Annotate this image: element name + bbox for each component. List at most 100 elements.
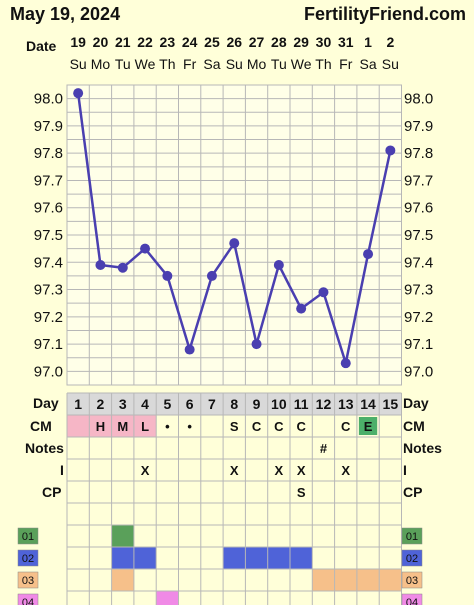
- custom-row-swatch: [17, 527, 39, 545]
- temperature-series: [73, 88, 396, 369]
- cervical-position-mark: S: [297, 485, 306, 500]
- temperature-point[interactable]: [385, 145, 396, 156]
- y-tick-label: 97.0: [34, 363, 63, 380]
- intercourse-mark: X: [297, 463, 306, 478]
- temperature-point[interactable]: [251, 339, 262, 350]
- cycle-day-number: 9: [253, 396, 261, 412]
- period-cell: [111, 415, 134, 437]
- custom-row-fill: [356, 569, 380, 591]
- weekday-label: Tu: [115, 56, 131, 72]
- y-tick-label: 97.7: [34, 172, 63, 189]
- note-mark: #: [320, 441, 328, 456]
- y-tick-label: 97.4: [404, 254, 433, 271]
- cp-label-right: CP: [403, 484, 422, 500]
- y-tick-label: 97.5: [404, 227, 433, 244]
- custom-row-fill: [312, 569, 335, 591]
- cycle-day-number: 8: [230, 396, 238, 412]
- y-tick-label: 97.7: [404, 172, 433, 189]
- weekday-label: Th: [159, 56, 175, 72]
- temperature-point[interactable]: [318, 287, 329, 298]
- cycle-day-number: 5: [163, 396, 171, 412]
- temperature-point[interactable]: [273, 260, 284, 270]
- date-number: 29: [293, 34, 309, 50]
- y-axis-right: 98.0 97.9 97.8 97.7 97.6 97.5 97.4 97.3 97.2 97.1…: [404, 91, 433, 381]
- weekday-label: Mo: [247, 56, 267, 72]
- weekday-label: Mo: [91, 56, 111, 72]
- cycle-day-number: 4: [141, 396, 149, 412]
- custom-row-label: 02: [406, 553, 418, 565]
- notes-label-right: Notes: [403, 440, 442, 456]
- y-tick-label: 97.2: [404, 309, 433, 326]
- observation-table: 1 2 3 4 5 6 7 8 9 10 11 12 13 14 15H M L • • S C C C C E#X X X X XS0…: [17, 392, 423, 605]
- custom-row-label: 01: [406, 531, 418, 543]
- date-number: 24: [182, 34, 198, 50]
- custom-row-swatch: [17, 593, 39, 605]
- temperature-point[interactable]: [184, 344, 195, 355]
- intercourse-label-left: I: [60, 462, 64, 478]
- temperature-point[interactable]: [117, 262, 128, 273]
- cycle-day-number: 2: [97, 396, 105, 412]
- cm-label-left: CM: [30, 418, 52, 434]
- weekday-label: Sa: [203, 56, 220, 72]
- cervical-mucus-mark: C: [274, 419, 284, 434]
- custom-row-swatch: [401, 549, 423, 567]
- y-tick-label: 97.1: [34, 336, 63, 353]
- temperature-point[interactable]: [140, 243, 151, 254]
- temperature-point[interactable]: [162, 270, 173, 281]
- custom-row-swatch: [401, 571, 423, 589]
- cycle-day-number: 1: [74, 396, 82, 412]
- date-number: 20: [93, 34, 109, 50]
- temperature-point[interactable]: [206, 270, 217, 281]
- weekday-label: Fr: [339, 56, 353, 72]
- weekday-label: We: [291, 56, 312, 72]
- y-tick-label: 97.3: [404, 282, 433, 299]
- custom-row-label: 02: [22, 553, 34, 565]
- y-tick-label: 97.8: [34, 145, 63, 162]
- temperature-point[interactable]: [229, 238, 240, 249]
- weekday-label: Fr: [183, 56, 197, 72]
- weekday-label: Th: [315, 56, 331, 72]
- temperature-point[interactable]: [73, 88, 84, 99]
- y-tick-label: 98.0: [34, 91, 63, 108]
- cycle-day-number: 12: [316, 396, 332, 412]
- custom-row-fill: [111, 547, 134, 569]
- temperature-point[interactable]: [296, 303, 307, 314]
- custom-row-label: 01: [22, 531, 34, 543]
- intercourse-mark: X: [230, 463, 239, 478]
- date-number: 30: [316, 34, 332, 50]
- y-tick-label: 97.1: [404, 336, 433, 353]
- cycle-day-number: 11: [294, 396, 309, 412]
- date-number: 23: [160, 34, 176, 50]
- custom-row-fill: [223, 547, 246, 569]
- date-number: 31: [338, 34, 354, 50]
- date-number: 26: [226, 34, 242, 50]
- period-cell: [133, 415, 157, 437]
- period-flow-mark: H: [96, 419, 105, 434]
- cm-label-right: CM: [403, 418, 425, 434]
- custom-row-label: 04: [22, 597, 34, 605]
- period-flow-mark: M: [117, 419, 128, 434]
- period-flow-mark: L: [141, 419, 149, 434]
- y-tick-label: 97.3: [34, 282, 63, 299]
- weekday-label: Tu: [271, 56, 287, 72]
- custom-row-swatch: [17, 571, 39, 589]
- custom-row-fill: [379, 569, 402, 591]
- chart-date-title: May 19, 2024: [10, 4, 120, 24]
- y-tick-label: 97.9: [404, 118, 433, 135]
- cycle-day-number: 15: [383, 396, 399, 412]
- date-number: 28: [271, 34, 287, 50]
- temperature-point[interactable]: [95, 260, 106, 270]
- date-number: 25: [204, 34, 220, 50]
- cycle-day-number: 7: [208, 396, 216, 412]
- temperature-point[interactable]: [363, 249, 374, 260]
- date-header: 19Su20Mo21Tu22We23Th24Fr25Sa26Su27Mo28Tu…: [70, 34, 399, 72]
- site-name[interactable]: FertilityFriend.com: [304, 4, 466, 24]
- y-axis-left: 98.0 97.9 97.8 97.7 97.6 97.5 97.4 97.3 97.2 97.1…: [34, 91, 63, 381]
- intercourse-label-right: I: [403, 462, 407, 478]
- cycle-day-number: 13: [338, 396, 354, 412]
- cervical-mucus-mark: S: [230, 419, 239, 434]
- temperature-point[interactable]: [340, 358, 351, 369]
- custom-row-fill: [245, 547, 268, 569]
